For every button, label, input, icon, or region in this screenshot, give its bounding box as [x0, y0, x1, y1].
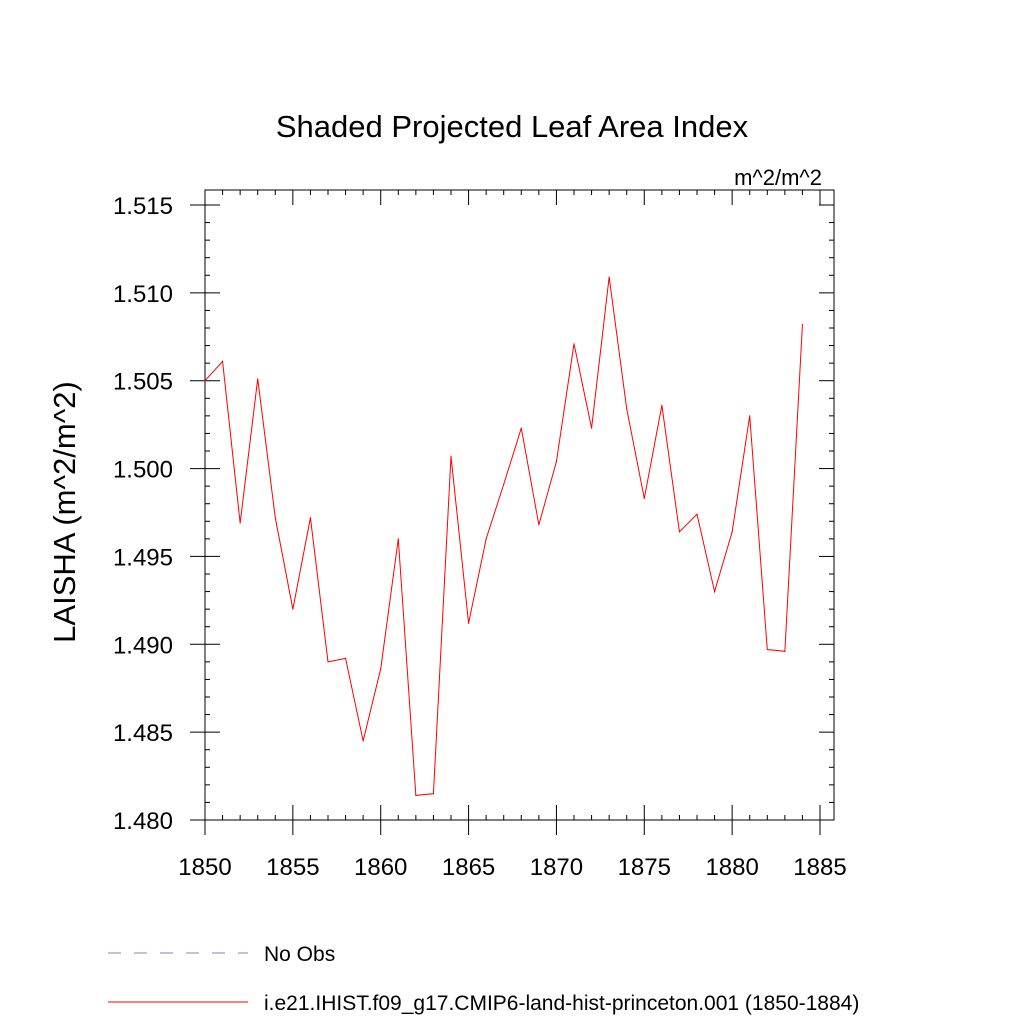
series-line — [204, 276, 803, 796]
series-point — [397, 538, 399, 540]
x-tick-label: 1875 — [618, 854, 671, 881]
series-point — [485, 538, 487, 540]
x-tick-label: 1870 — [530, 854, 583, 881]
series-point — [608, 276, 610, 278]
chart-units-label: m^2/m^2 — [734, 165, 822, 190]
series-point — [432, 793, 435, 795]
series-point — [538, 524, 540, 526]
series-point — [204, 380, 206, 382]
series-point — [362, 740, 364, 742]
series-point — [292, 608, 294, 610]
x-tick-label: 1880 — [705, 854, 758, 881]
legend: No Obs i.e21.IHIST.f09_g17.CMIP6-land-his… — [108, 943, 859, 1015]
y-tick-label: 1.505 — [113, 369, 173, 396]
x-tick-label: 1865 — [442, 854, 495, 881]
y-axis-label: LAISHA (m^2/m^2) — [47, 381, 82, 643]
x-tick-label: 1855 — [266, 854, 319, 881]
series-point — [713, 590, 716, 593]
series-point — [696, 513, 698, 515]
series-group — [204, 276, 804, 797]
series-point — [784, 650, 786, 652]
series-point — [626, 408, 628, 410]
series-point — [239, 522, 241, 524]
series-point — [344, 657, 347, 659]
series-point — [555, 460, 558, 463]
x-tick-label: 1885 — [793, 854, 846, 881]
series-point — [749, 415, 751, 417]
series-point — [274, 517, 276, 519]
series-point — [678, 531, 681, 533]
y-tick-label: 1.510 — [113, 281, 173, 308]
x-tick-label: 1850 — [178, 854, 231, 881]
x-tick-label: 1860 — [354, 854, 407, 881]
tick-labels: 1850 1855 1860 1865 1870 1875 1880 1885 1.480 1.4… — [113, 193, 847, 881]
legend-label: No Obs — [264, 943, 335, 966]
legend-label: i.e21.IHIST.f09_g17.CMIP6-land-hist-prin… — [264, 992, 859, 1015]
series-point — [467, 622, 470, 624]
series-point — [380, 668, 382, 670]
y-tick-label: 1.495 — [113, 544, 173, 571]
series-point — [257, 378, 259, 380]
y-tick-label: 1.480 — [113, 808, 173, 835]
y-tick-label: 1.490 — [113, 632, 173, 659]
minor-ticks — [205, 190, 834, 820]
series-point — [520, 427, 522, 429]
series-point — [309, 517, 312, 519]
series-point — [766, 648, 768, 651]
major-ticks — [190, 190, 834, 835]
y-tick-label: 1.485 — [113, 720, 173, 747]
series-point — [661, 404, 663, 406]
series-point — [801, 323, 804, 326]
plot-area-border — [204, 189, 835, 821]
chart-title: Shaded Projected Leaf Area Index — [276, 109, 749, 144]
series-point — [573, 343, 575, 345]
y-tick-label: 1.515 — [113, 193, 173, 220]
series-point — [450, 455, 452, 457]
series-point — [221, 360, 224, 362]
series-point — [503, 483, 505, 485]
series-point — [643, 497, 645, 500]
series-point — [327, 661, 329, 663]
series-point — [590, 427, 593, 429]
series-point — [731, 531, 733, 533]
y-tick-label: 1.500 — [113, 457, 173, 484]
series-point — [415, 794, 417, 797]
plot-frame — [204, 189, 835, 821]
